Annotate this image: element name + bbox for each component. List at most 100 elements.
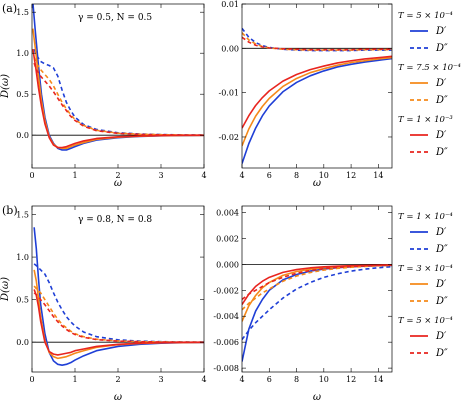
series-d2-3: [242, 264, 392, 311]
x-tick-label: 3: [158, 171, 163, 180]
series-d1-2: [242, 56, 392, 147]
legend-entry-label: D″: [435, 147, 448, 158]
annotation-a: γ = 0.5, N = 0.5: [78, 13, 152, 23]
legend-b: T = 1 × 10⁻⁴ D′ D″ T = 3 × 10⁻⁴ D′ D″ T = 5 × …: [398, 212, 453, 359]
series-d1-0: [242, 57, 392, 164]
series-d1-0: [33, 227, 204, 366]
x-tick-label: 2: [115, 375, 120, 384]
y-tick-label: -0.01: [218, 89, 239, 98]
y-tick-label: -0.006: [213, 338, 239, 347]
x-tick-label: 12: [346, 375, 356, 384]
y-tick-label: 1.0: [16, 253, 29, 262]
x-axis-label: ω: [114, 392, 122, 403]
x-tick-label: 0: [29, 375, 34, 384]
y-tick-label: 0.00: [221, 44, 239, 53]
y-tick-label: 1.0: [16, 49, 29, 58]
x-tick-label: 6: [267, 375, 272, 384]
x-axis-label: ω: [114, 178, 122, 189]
legend-entry-label: D′: [435, 78, 447, 89]
x-tick-label: 4: [201, 171, 206, 180]
series-d2-3: [33, 285, 204, 343]
y-axis-label: D(ω): [0, 277, 11, 302]
series-d1-4: [242, 55, 392, 129]
y-tick-label: -0.004: [213, 312, 239, 321]
y-tick-label: -0.008: [213, 364, 239, 373]
x-axis-label: ω: [313, 392, 321, 403]
x-axis-label: ω: [313, 178, 321, 189]
panel-b-left: 0 1 2 3 4 0.0 0.5 1.0 1.5 ω D(ω): [0, 205, 207, 403]
panel-label-b: (b): [2, 204, 18, 217]
y-tick-label: 0.004: [216, 208, 239, 217]
x-tick-label: 0: [29, 171, 34, 180]
y-tick-label: 0.0: [16, 131, 29, 140]
legend-entry-label: D′: [435, 26, 447, 37]
x-tick-label: 8: [294, 375, 299, 384]
x-tick-label: 4: [201, 375, 206, 384]
y-tick-label: 0.5: [16, 296, 29, 305]
x-tick-label: 2: [115, 171, 120, 180]
plot-frame: [241, 205, 393, 373]
y-tick-label: 0.01: [221, 0, 239, 9]
x-tick-label: 1: [72, 375, 77, 384]
series-d2-3: [242, 32, 392, 51]
y-axis-label: D(ω): [0, 74, 11, 99]
legend-group-title: T = 7.5 × 10⁻⁴: [398, 63, 462, 73]
series-d2-5: [33, 62, 204, 136]
y-tick-label: -0.002: [213, 286, 239, 295]
x-tick-label: 10: [319, 375, 329, 384]
x-tick-label: 8: [294, 171, 299, 180]
legend-entry-label: D″: [435, 95, 448, 106]
y-tick-label: 1.5: [16, 8, 29, 17]
legend-entry-label: D″: [435, 244, 448, 255]
panel-b-right: 4 6 8 10 12 14 0.004 0.002 0.000 -0.002 -0.004 -0.0…: [213, 205, 393, 403]
x-tick-label: 1: [72, 171, 77, 180]
legend-group-title: T = 1 × 10⁻⁴: [398, 212, 453, 222]
legend-group-title: T = 1 × 10⁻³: [398, 115, 453, 125]
series-d1-2: [242, 264, 392, 322]
legend-entry-label: D′: [435, 130, 447, 141]
y-tick-label: 0.0: [16, 338, 29, 347]
series-d2-1: [33, 263, 204, 343]
y-tick-label: 0.002: [216, 234, 239, 243]
series-d2-5: [33, 292, 204, 343]
panel-label-a: (a): [2, 2, 17, 15]
y-tick-label: -0.02: [218, 133, 239, 142]
series-d1-2: [32, 28, 204, 150]
legend-entry-label: D′: [435, 279, 447, 290]
y-tick-label: 1.5: [16, 211, 29, 220]
x-tick-label: 12: [346, 171, 356, 180]
y-tick-label: 0.000: [216, 260, 239, 269]
series-d1-2: [33, 269, 204, 360]
legend-entry-label: D″: [435, 348, 448, 359]
legend-entry-label: D′: [435, 227, 447, 238]
x-tick-label: 6: [267, 171, 272, 180]
panel-a-left: 0 1 2 3 4 0.0 0.5 1.0 1.5 ω D(ω): [0, 3, 207, 189]
series-d2-1: [242, 265, 392, 341]
legend-entry-label: D″: [435, 43, 448, 54]
x-tick-label: 14: [373, 375, 383, 384]
y-tick-label: 0.5: [16, 90, 29, 99]
plot-frame: [31, 3, 205, 169]
x-tick-label: 3: [158, 375, 163, 384]
legend-a: T = 5 × 10⁻⁴ D′ D″ T = 7.5 × 10⁻⁴ D′ D″ T = 1 …: [398, 11, 462, 158]
legend-group-title: T = 5 × 10⁻⁴: [398, 316, 453, 326]
legend-group-title: T = 5 × 10⁻⁴: [398, 11, 453, 21]
series-d2-3: [33, 57, 204, 136]
x-tick-label: 14: [373, 171, 383, 180]
panel-a-right: 4 6 8 10 12 14 0.01 0.00 -0.01 -0.02 ω: [218, 0, 393, 189]
legend-group-title: T = 3 × 10⁻⁴: [398, 264, 453, 274]
plot-frame: [241, 3, 393, 169]
legend-entry-label: D″: [435, 296, 448, 307]
series-d1-4: [33, 289, 204, 356]
series-d2-1: [242, 27, 392, 52]
legend-entry-label: D′: [435, 331, 447, 342]
annotation-b: γ = 0.8, N = 0.8: [78, 215, 152, 225]
x-tick-label: 10: [319, 171, 329, 180]
series-d2-5: [242, 264, 392, 301]
series-d2-5: [242, 36, 392, 51]
x-tick-label: 4: [239, 375, 244, 384]
series-d2-1: [33, 48, 204, 136]
x-tick-label: 4: [239, 171, 244, 180]
series-d1-4: [32, 48, 204, 149]
